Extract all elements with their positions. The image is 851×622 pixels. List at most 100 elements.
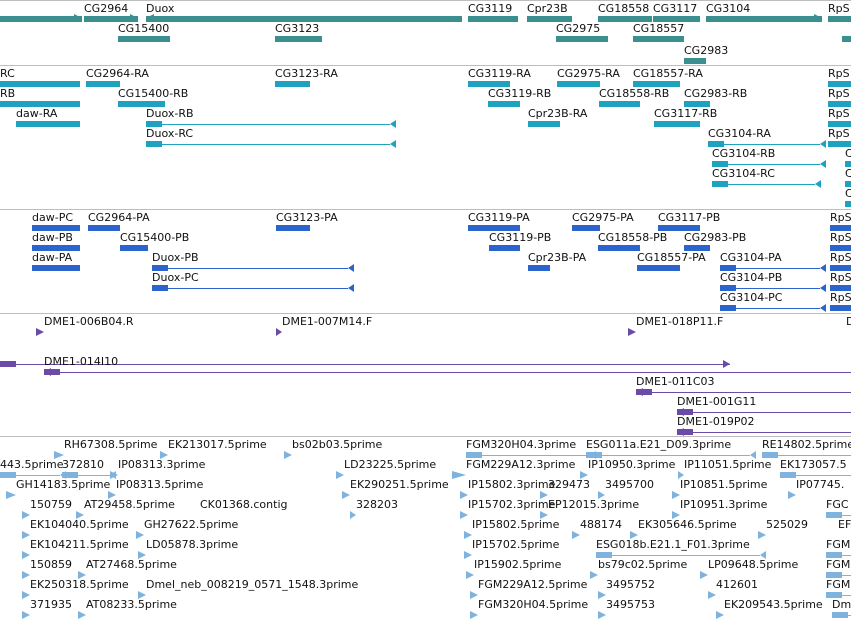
feature-label[interactable]: CG15400-PB	[120, 231, 190, 244]
feature-label[interactable]: EK104211.5prime	[30, 538, 129, 551]
feature-label[interactable]: CG2975	[556, 22, 601, 35]
feature-label[interactable]: AT08233.5prime	[86, 598, 177, 611]
feature-exon[interactable]	[780, 472, 796, 478]
feature-label[interactable]: DME1-001G11	[677, 395, 757, 408]
feature-label[interactable]: bs02b03.5prime	[292, 438, 383, 451]
feature-label[interactable]: CG2983-PB	[684, 231, 747, 244]
feature-label[interactable]: CG18558	[598, 2, 650, 15]
feature-glyph[interactable]	[828, 16, 851, 22]
feature-glyph[interactable]	[118, 101, 165, 107]
feature-line[interactable]	[780, 475, 851, 476]
feature-label[interactable]: CG15400	[118, 22, 170, 35]
feature-label[interactable]: CG3123-PA	[276, 211, 338, 224]
feature-label[interactable]: 443.5prime	[0, 458, 64, 471]
feature-label[interactable]: C	[845, 147, 851, 160]
feature-label[interactable]: RpS	[828, 127, 850, 140]
feature-label[interactable]: CG3104-RB	[712, 147, 776, 160]
feature-label[interactable]: IP15802.3prime	[468, 478, 556, 491]
feature-label[interactable]: LD05878.3prime	[146, 538, 239, 551]
feature-line[interactable]	[146, 124, 390, 125]
feature-exon[interactable]	[720, 285, 736, 291]
feature-label[interactable]: Dmel_neb_008219_0571_1548.3prime	[146, 578, 359, 591]
feature-label[interactable]: Duox-PC	[152, 271, 199, 284]
feature-label[interactable]: LD23225.5prime	[344, 458, 437, 471]
feature-glyph[interactable]	[468, 81, 510, 87]
feature-label[interactable]: daw-PC	[32, 211, 74, 224]
feature-glyph[interactable]	[88, 225, 120, 231]
feature-label[interactable]: 3495700	[605, 478, 654, 491]
feature-label[interactable]: CG2964-PA	[88, 211, 150, 224]
feature-line[interactable]	[762, 455, 851, 456]
feature-label[interactable]: FGM	[826, 558, 851, 571]
feature-exon[interactable]	[152, 285, 168, 291]
feature-glyph[interactable]	[120, 245, 148, 251]
feature-exon[interactable]	[762, 452, 778, 458]
feature-label[interactable]: CG2983	[684, 44, 729, 57]
feature-label[interactable]: FGM320H04.3prime	[466, 438, 577, 451]
feature-glyph[interactable]	[830, 305, 851, 311]
feature-label[interactable]: EK290251.5prime	[350, 478, 449, 491]
feature-glyph[interactable]	[275, 36, 322, 42]
feature-label[interactable]: IP15902.5prime	[474, 558, 562, 571]
feature-label[interactable]: 3495752	[606, 578, 655, 591]
feature-glyph[interactable]	[598, 16, 652, 22]
feature-label[interactable]: EK104040.5prime	[30, 518, 129, 531]
feature-label[interactable]: EK209543.5prime	[724, 598, 823, 611]
feature-label[interactable]: C	[845, 167, 851, 180]
feature-label[interactable]: RpS	[830, 251, 851, 264]
feature-label[interactable]: RB	[0, 87, 16, 100]
feature-label[interactable]: RpS	[828, 87, 850, 100]
feature-label[interactable]: RpS	[828, 107, 850, 120]
feature-label[interactable]: DME1-011C03	[636, 375, 715, 388]
feature-line[interactable]	[152, 268, 348, 269]
feature-label[interactable]: GH14183.5prime	[16, 478, 111, 491]
feature-label[interactable]: CG3104-RA	[708, 127, 771, 140]
feature-glyph[interactable]	[830, 285, 851, 291]
feature-label[interactable]: 150859	[30, 558, 72, 571]
feature-label[interactable]: daw-RA	[16, 107, 58, 120]
feature-glyph[interactable]	[16, 121, 80, 127]
feature-label[interactable]: DME1-019P02	[677, 415, 755, 428]
feature-glyph[interactable]	[32, 245, 80, 251]
feature-line[interactable]	[586, 455, 750, 456]
feature-glyph[interactable]	[275, 81, 310, 87]
feature-label[interactable]: IP11051.5prime	[684, 458, 772, 471]
feature-glyph[interactable]	[658, 225, 700, 231]
feature-label[interactable]: CG2975-PA	[572, 211, 634, 224]
feature-label[interactable]: FGC	[826, 498, 849, 511]
feature-label[interactable]: IP15802.5prime	[472, 518, 560, 531]
feature-label[interactable]: IP08313.5prime	[116, 478, 204, 491]
feature-exon[interactable]	[677, 409, 693, 415]
feature-line[interactable]	[708, 144, 820, 145]
feature-glyph[interactable]	[598, 245, 640, 251]
feature-label[interactable]: 371935	[30, 598, 72, 611]
feature-label[interactable]: 525029	[766, 518, 808, 531]
feature-label[interactable]: Duox-RB	[146, 107, 194, 120]
feature-line[interactable]	[677, 412, 851, 413]
feature-label[interactable]: RpS	[830, 291, 851, 304]
feature-line[interactable]	[712, 184, 815, 185]
feature-line[interactable]	[677, 432, 851, 433]
feature-label[interactable]: RpS	[830, 211, 851, 224]
feature-glyph[interactable]	[527, 16, 572, 22]
feature-line[interactable]	[62, 475, 110, 476]
feature-line[interactable]	[0, 475, 60, 476]
feature-label[interactable]: CG18558-RB	[599, 87, 670, 100]
feature-line[interactable]	[146, 144, 390, 145]
feature-glyph[interactable]	[633, 36, 684, 42]
feature-label[interactable]: C	[845, 187, 851, 200]
feature-glyph[interactable]	[32, 225, 80, 231]
feature-glyph[interactable]	[828, 121, 851, 127]
feature-label[interactable]: CG3117-PB	[658, 211, 721, 224]
feature-exon[interactable]	[826, 592, 842, 598]
feature-label[interactable]: CG3123	[275, 22, 320, 35]
feature-label[interactable]: CG3104-PA	[720, 251, 782, 264]
feature-exon[interactable]	[677, 429, 693, 435]
feature-label[interactable]: FGM320H04.5prime	[478, 598, 589, 611]
feature-glyph[interactable]	[830, 225, 851, 231]
feature-label[interactable]: CG2983-RB	[684, 87, 748, 100]
feature-label[interactable]: EP12015.3prime	[548, 498, 640, 511]
feature-glyph[interactable]	[828, 101, 851, 107]
feature-label[interactable]: CG3119-PA	[468, 211, 530, 224]
feature-glyph[interactable]	[32, 265, 80, 271]
